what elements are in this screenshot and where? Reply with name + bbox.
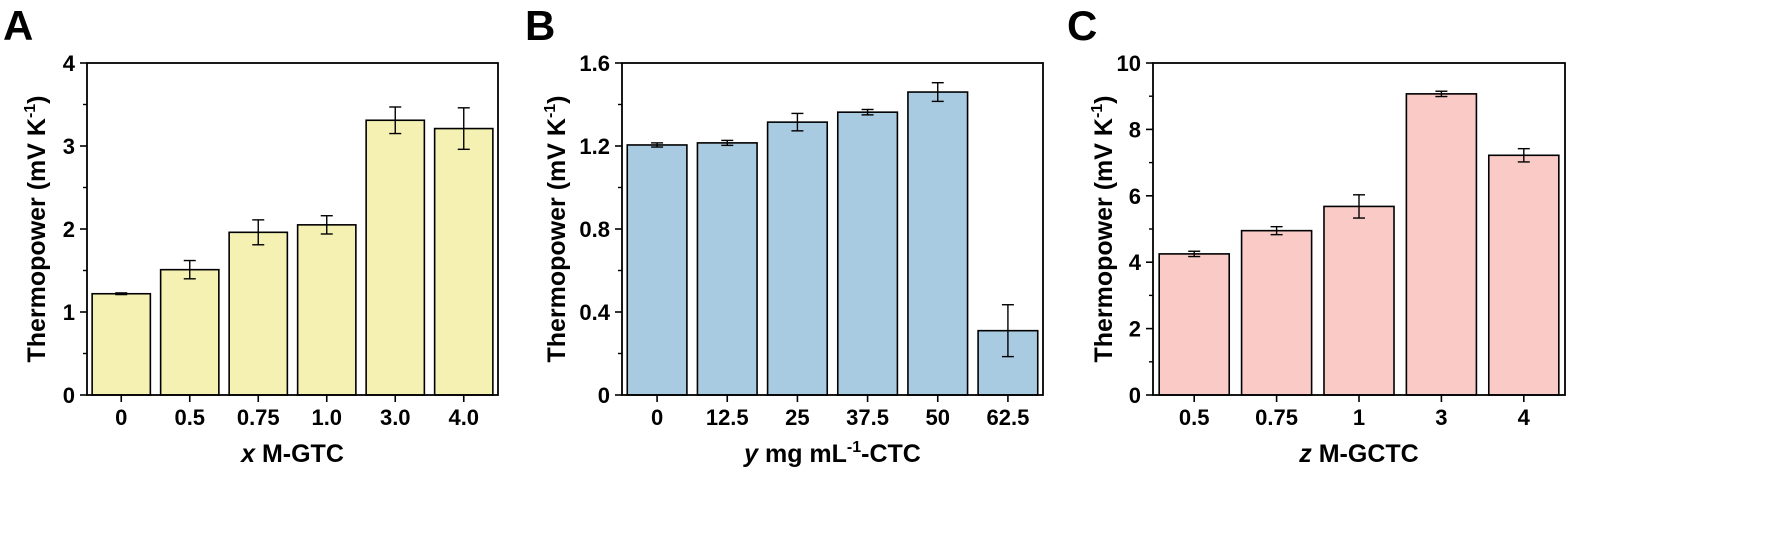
bar [1240, 229, 1313, 396]
bar [766, 121, 829, 396]
x-tick-label: 1.0 [311, 405, 342, 430]
plot-frame [1152, 62, 1566, 396]
bar [1405, 93, 1478, 396]
y-tick-label: 6 [1129, 184, 1141, 209]
x-tick-label: 4.0 [448, 405, 479, 430]
bar [696, 142, 758, 396]
x-tick-label: 4 [1518, 405, 1531, 430]
y-tick-label: 0 [63, 383, 75, 408]
x-axis-label: y mg mL-1-CTC [742, 439, 921, 468]
x-tick-label: 12.5 [706, 405, 749, 430]
x-tick-label: 0.5 [1179, 405, 1210, 430]
bar [836, 111, 899, 396]
y-axis-label: Thermopower (mV K-1) [22, 95, 51, 362]
x-tick-label: 0.5 [174, 405, 205, 430]
x-tick-label: 50 [926, 405, 950, 430]
y-tick-label: 2 [1129, 317, 1141, 342]
y-tick-label: 0.8 [579, 217, 610, 242]
bar [1158, 253, 1231, 396]
plot-frame [86, 62, 499, 396]
chart-panel-c: C 0.5 0.75 1 3 4 0 2 4 6 8 10 z M-GCTC Thermopower (m… [1067, 2, 1566, 468]
y-tick-label: 1.2 [579, 134, 610, 159]
y-tick-label: 0 [598, 383, 610, 408]
x-tick-label: 0 [115, 405, 127, 430]
y-tick-label: 4 [63, 51, 76, 76]
y-tick-label: 0.4 [579, 300, 610, 325]
bar [228, 231, 289, 396]
x-axis-label: x M-GTC [239, 440, 344, 468]
x-tick-label: 3 [1435, 405, 1447, 430]
x-tick-label: 3.0 [380, 405, 411, 430]
bar [159, 268, 220, 396]
y-tick-label: 1.6 [579, 51, 610, 76]
x-tick-label: 0.75 [237, 405, 280, 430]
panel-letter: A [3, 2, 33, 49]
chart-panel-a: A 0 0.5 0.75 1.0 3.0 4.0 0 1 2 3 4 x M-GTC Thermopowe… [3, 2, 499, 468]
bar [433, 127, 494, 396]
y-tick-label: 8 [1129, 117, 1141, 142]
bar [1487, 154, 1560, 396]
y-tick-label: 0 [1129, 383, 1141, 408]
plot-frame [621, 62, 1044, 396]
y-axis-label: Thermopower (mV K-1) [1089, 95, 1118, 362]
y-tick-label: 10 [1117, 51, 1141, 76]
chart-panel-b: B 0 12.5 25 37.5 50 62.5 0 0.4 0.8 1.2 1.6 y mg mL-1… [525, 2, 1044, 468]
panel-letter: C [1067, 2, 1097, 49]
bar [91, 292, 152, 396]
bar [907, 91, 969, 396]
y-tick-label: 2 [63, 217, 75, 242]
x-tick-label: 0 [651, 405, 663, 430]
bar [626, 144, 688, 396]
y-axis-label: Thermopower (mV K-1) [542, 95, 571, 362]
x-axis-label: z M-GCTC [1298, 440, 1418, 468]
x-tick-label: 1 [1353, 405, 1365, 430]
bar [1323, 205, 1395, 396]
x-tick-label: 37.5 [846, 405, 889, 430]
bar [296, 224, 357, 396]
x-tick-label: 25 [785, 405, 809, 430]
bar [365, 119, 426, 396]
y-tick-label: 1 [63, 300, 75, 325]
x-tick-label: 0.75 [1255, 405, 1298, 430]
y-tick-label: 3 [63, 134, 75, 159]
panel-letter: B [525, 2, 555, 49]
x-tick-label: 62.5 [987, 405, 1030, 430]
y-tick-label: 4 [1129, 250, 1142, 275]
